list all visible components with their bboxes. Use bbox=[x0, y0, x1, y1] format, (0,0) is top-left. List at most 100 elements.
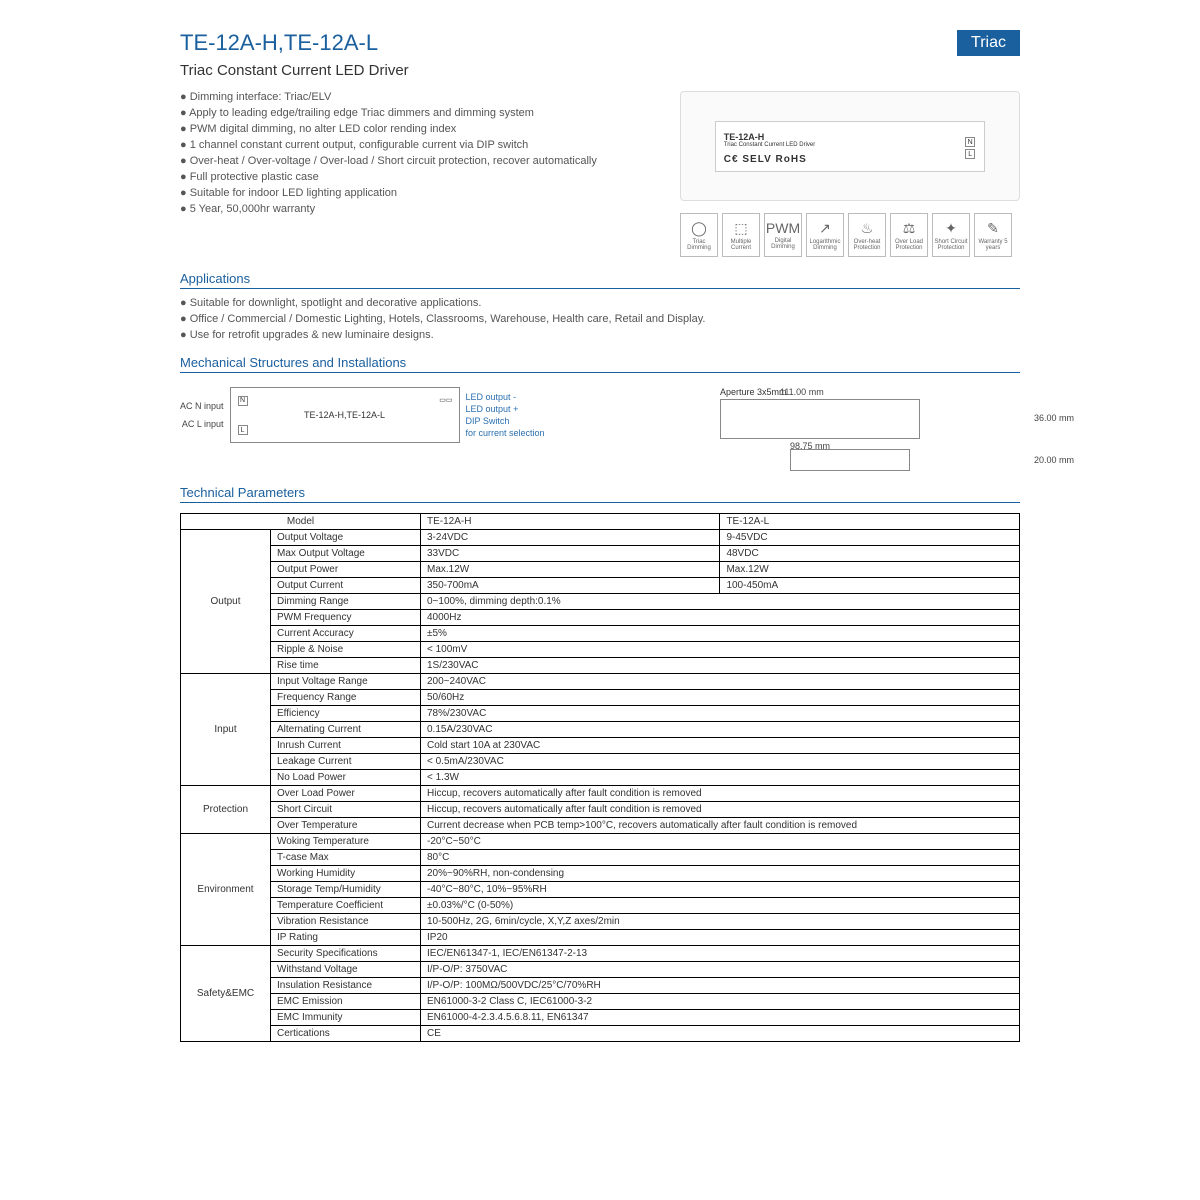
param-name: Alternating Current bbox=[271, 722, 421, 738]
feature-list: Dimming interface: Triac/ELV Apply to lea… bbox=[180, 91, 660, 257]
param-val: Current decrease when PCB temp>100°C, re… bbox=[421, 818, 1020, 834]
param-name: Vibration Resistance bbox=[271, 914, 421, 930]
param-val: -20°C~50°C bbox=[421, 834, 1020, 850]
param-val: ±5% bbox=[421, 626, 1020, 642]
param-name: Efficiency bbox=[271, 706, 421, 722]
col-h: TE-12A-H bbox=[421, 514, 720, 530]
group-Protection: Protection bbox=[181, 786, 271, 834]
param-val: Hiccup, recovers automatically after fau… bbox=[421, 786, 1020, 802]
page-title: TE-12A-H,TE-12A-L bbox=[180, 30, 378, 56]
param-name: Rise time bbox=[271, 658, 421, 674]
param-val-l: 100-450mA bbox=[720, 578, 1020, 594]
param-val: ±0.03%/°C (0-50%) bbox=[421, 898, 1020, 914]
group-Safety&EMC: Safety&EMC bbox=[181, 946, 271, 1042]
feature-icon-row: ◯Triac Dimming⬚Multiple CurrentPWMDigita… bbox=[680, 213, 1020, 257]
param-val: IP20 bbox=[421, 930, 1020, 946]
col-model: Model bbox=[181, 514, 421, 530]
param-val: -40°C~80°C, 10%~95%RH bbox=[421, 882, 1020, 898]
feature-item: Over-heat / Over-voltage / Over-load / S… bbox=[180, 155, 660, 167]
app-item: Use for retrofit upgrades & new luminair… bbox=[180, 329, 1020, 341]
param-val-l: 9-45VDC bbox=[720, 530, 1020, 546]
applications-list: Suitable for downlight, spotlight and de… bbox=[180, 297, 1020, 341]
param-name: Withstand Voltage bbox=[271, 962, 421, 978]
parameters-table: ModelTE-12A-HTE-12A-LOutputOutput Voltag… bbox=[180, 513, 1020, 1042]
param-name: EMC Immunity bbox=[271, 1010, 421, 1026]
feature-item: Dimming interface: Triac/ELV bbox=[180, 91, 660, 103]
param-name: Temperature Coefficient bbox=[271, 898, 421, 914]
feature-icon: PWMDigital Dimming bbox=[764, 213, 802, 257]
param-val: < 1.3W bbox=[421, 770, 1020, 786]
param-val: I/P-O/P: 3750VAC bbox=[421, 962, 1020, 978]
feature-item: Full protective plastic case bbox=[180, 171, 660, 183]
param-val: I/P-O/P: 100MΩ/500VDC/25°C/70%RH bbox=[421, 978, 1020, 994]
param-name: EMC Emission bbox=[271, 994, 421, 1010]
param-val: 78%/230VAC bbox=[421, 706, 1020, 722]
app-item: Office / Commercial / Domestic Lighting,… bbox=[180, 313, 1020, 325]
param-name: Current Accuracy bbox=[271, 626, 421, 642]
param-val: EN61000-4-2.3.4.5.6.8.11, EN61347 bbox=[421, 1010, 1020, 1026]
param-name: Output Voltage bbox=[271, 530, 421, 546]
product-image: TE-12A-H Triac Constant Current LED Driv… bbox=[680, 91, 1020, 201]
param-val: 0.15A/230VAC bbox=[421, 722, 1020, 738]
feature-item: PWM digital dimming, no alter LED color … bbox=[180, 123, 660, 135]
param-name: Woking Temperature bbox=[271, 834, 421, 850]
param-val: 80°C bbox=[421, 850, 1020, 866]
product-model: TE-12A-H bbox=[724, 132, 815, 142]
param-name: Output Power bbox=[271, 562, 421, 578]
ac-input-labels: AC N input AC L input bbox=[180, 393, 224, 437]
product-sub: Triac Constant Current LED Driver bbox=[724, 142, 815, 148]
triac-badge: Triac bbox=[957, 30, 1020, 56]
feature-icon: ♨Over-heat Protection bbox=[848, 213, 886, 257]
dip-table: NL bbox=[964, 136, 976, 160]
param-val-h: 350-700mA bbox=[421, 578, 720, 594]
param-val-h: 33VDC bbox=[421, 546, 720, 562]
param-name: Short Circuit bbox=[271, 802, 421, 818]
param-val: 50/60Hz bbox=[421, 690, 1020, 706]
group-Input: Input bbox=[181, 674, 271, 786]
param-name: PWM Frequency bbox=[271, 610, 421, 626]
feature-icon: ⚖Over Load Protection bbox=[890, 213, 928, 257]
param-val: IEC/EN61347-1, IEC/EN61347-2-13 bbox=[421, 946, 1020, 962]
param-name: Frequency Range bbox=[271, 690, 421, 706]
param-name: Certications bbox=[271, 1026, 421, 1042]
feature-icon: ✦Short Circuit Protection bbox=[932, 213, 970, 257]
param-name: Leakage Current bbox=[271, 754, 421, 770]
subtitle: Triac Constant Current LED Driver bbox=[180, 62, 1020, 79]
col-l: TE-12A-L bbox=[720, 514, 1020, 530]
param-name: Security Specifications bbox=[271, 946, 421, 962]
param-name: Storage Temp/Humidity bbox=[271, 882, 421, 898]
feature-item: Apply to leading edge/trailing edge Tria… bbox=[180, 107, 660, 119]
param-name: Inrush Current bbox=[271, 738, 421, 754]
param-val: < 0.5mA/230VAC bbox=[421, 754, 1020, 770]
param-name: Ripple & Noise bbox=[271, 642, 421, 658]
param-val-h: Max.12W bbox=[421, 562, 720, 578]
param-val: 20%~90%RH, non-condensing bbox=[421, 866, 1020, 882]
param-val: 0~100%, dimming depth:0.1% bbox=[421, 594, 1020, 610]
app-item: Suitable for downlight, spotlight and de… bbox=[180, 297, 1020, 309]
param-val: Cold start 10A at 230VAC bbox=[421, 738, 1020, 754]
param-val-l: Max.12W bbox=[720, 562, 1020, 578]
param-val: Hiccup, recovers automatically after fau… bbox=[421, 802, 1020, 818]
feature-item: 5 Year, 50,000hr warranty bbox=[180, 203, 660, 215]
param-val-h: 3-24VDC bbox=[421, 530, 720, 546]
feature-icon: ◯Triac Dimming bbox=[680, 213, 718, 257]
feature-item: Suitable for indoor LED lighting applica… bbox=[180, 187, 660, 199]
param-name: Input Voltage Range bbox=[271, 674, 421, 690]
param-name: Output Current bbox=[271, 578, 421, 594]
param-val-l: 48VDC bbox=[720, 546, 1020, 562]
param-name: Working Humidity bbox=[271, 866, 421, 882]
param-name: IP Rating bbox=[271, 930, 421, 946]
param-name: Insulation Resistance bbox=[271, 978, 421, 994]
param-val: EN61000-3-2 Class C, IEC61000-3-2 bbox=[421, 994, 1020, 1010]
product-cert: C€ SELV RoHS bbox=[724, 154, 815, 165]
param-name: T-case Max bbox=[271, 850, 421, 866]
section-apps: Applications bbox=[180, 271, 1020, 289]
param-val: 4000Hz bbox=[421, 610, 1020, 626]
param-val: < 100mV bbox=[421, 642, 1020, 658]
section-tech: Technical Parameters bbox=[180, 485, 1020, 503]
feature-icon: ⬚Multiple Current bbox=[722, 213, 760, 257]
dimensions-diagram: Aperture 3x5mm 111.00 mm 36.00 mm 98.75 … bbox=[720, 387, 1020, 471]
param-val: 1S/230VAC bbox=[421, 658, 1020, 674]
param-val: CE bbox=[421, 1026, 1020, 1042]
driver-diagram: N L TE-12A-H,TE-12A-L ▭▭ bbox=[230, 387, 460, 443]
